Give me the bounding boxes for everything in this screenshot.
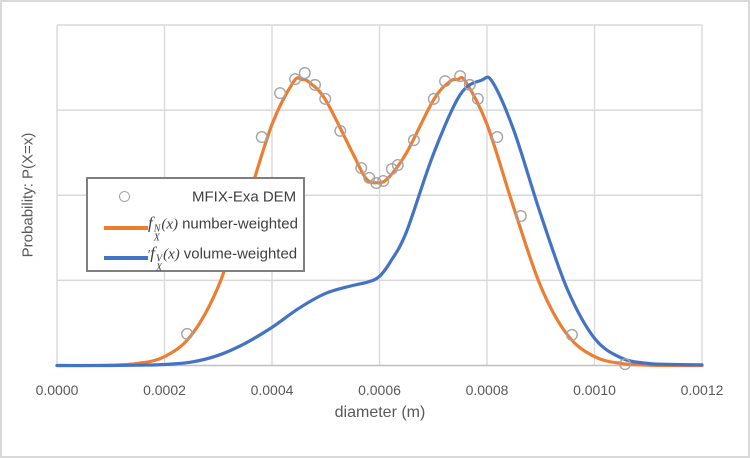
scatter-point: [491, 131, 504, 144]
scatter-point: [274, 87, 287, 100]
scatter-point: [454, 70, 467, 83]
y-axis-title: Probability: P(X=x): [19, 132, 37, 258]
legend-item-volume-weighted: ′f V X (x) volume-weighted: [88, 242, 303, 273]
series-line-volume-weighted: [55, 75, 704, 368]
scatter-point: [289, 73, 302, 86]
scatter-point: [319, 92, 332, 105]
scatter-point: [385, 163, 398, 176]
scatter-marker-icon: [119, 191, 130, 202]
x-tick-label: 0.0004: [250, 382, 294, 398]
legend: MFIX-Exa DEM f N X (x) number-weighted ′f V X(…: [86, 177, 305, 273]
scatter-point: [514, 210, 527, 223]
x-axis-title: diameter (m): [334, 404, 426, 421]
scatter-point: [334, 124, 347, 137]
x-tick-label: 0.0012: [680, 382, 724, 398]
scatter-point: [471, 92, 484, 105]
scatter-point: [298, 67, 311, 80]
scatter-point: [407, 134, 420, 147]
scatter-point: [463, 78, 476, 91]
scatter-point: [309, 78, 322, 91]
scatter-point: [439, 75, 452, 88]
x-tick-label: 0.0010: [573, 382, 616, 398]
scatter-point: [355, 162, 368, 175]
scatter-point: [181, 327, 194, 340]
scatter-point: [391, 158, 404, 171]
legend-item-number-weighted: f N X (x) number-weighted: [88, 212, 303, 243]
x-tick-label: 0.0008: [465, 382, 509, 398]
scatter-point: [565, 328, 578, 341]
legend-item-mfix-exa-dem: MFIX-Exa DEM: [88, 181, 303, 212]
scatter-point: [619, 358, 632, 371]
x-tick-label: 0.0006: [358, 382, 401, 398]
x-tick-label: 0.0000: [35, 382, 79, 398]
scatter-point: [255, 131, 268, 144]
scatter-point: [427, 92, 440, 105]
x-tick-label: 0.0002: [143, 382, 186, 398]
scatter-point: [377, 174, 390, 187]
number-weighted-line-swatch: [104, 226, 148, 230]
legend-label: MFIX-Exa DEM: [192, 188, 297, 205]
legend-label: f N X (x) number-weighted: [148, 213, 298, 243]
volume-weighted-line-swatch: [104, 256, 148, 260]
scatter-point: [370, 176, 383, 189]
legend-label: ′f V X (x) volume-weighted: [148, 243, 298, 273]
